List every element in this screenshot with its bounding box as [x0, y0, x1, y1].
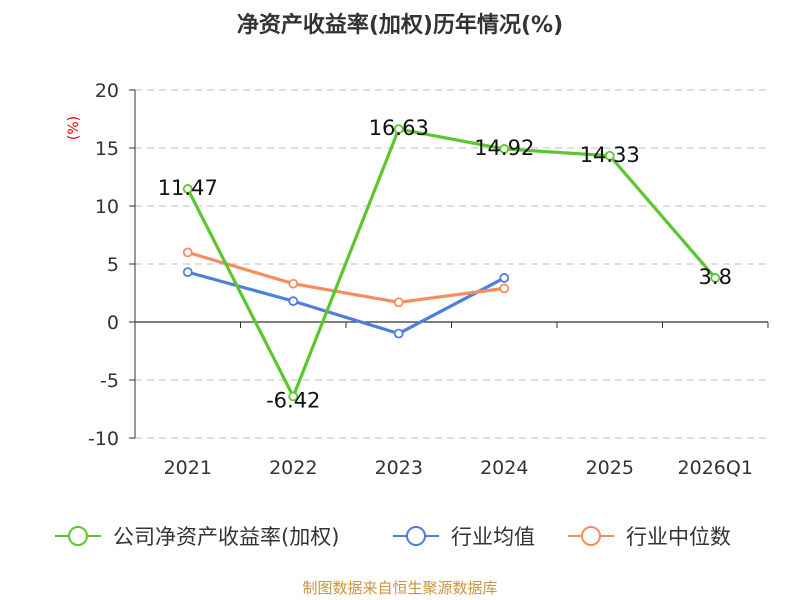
data-point — [393, 328, 404, 339]
x-tick-label: 2024 — [480, 457, 528, 479]
data-point — [288, 391, 299, 402]
data-point — [288, 278, 299, 289]
y-tick-label: 10 — [95, 196, 119, 218]
series-line — [187, 270, 505, 336]
data-label: 11.47 — [158, 176, 218, 200]
x-tick-label: 2025 — [586, 457, 634, 479]
data-point — [604, 150, 615, 161]
data-labels: 11.47 -6.42 16.63 14.92 14.33 3.8 — [158, 116, 732, 412]
data-label: 16.63 — [369, 116, 429, 140]
legend-marker — [68, 526, 88, 546]
data-point — [393, 297, 404, 308]
series-line — [186, 127, 717, 399]
y-tick-label: 5 — [107, 254, 119, 276]
data-point — [182, 247, 193, 258]
series-layer — [182, 124, 721, 402]
legend-marker — [406, 526, 426, 546]
data-point — [182, 184, 193, 194]
data-point — [182, 267, 193, 278]
x-tick-label: 2021 — [164, 457, 212, 479]
data-point — [710, 273, 721, 283]
x-tick-label: 2026Q1 — [678, 457, 753, 479]
y-tick-label: -5 — [100, 370, 119, 392]
chart-title: 净资产收益率(加权)历年情况(%) — [237, 12, 563, 38]
y-axis-unit: (%) — [66, 116, 82, 140]
y-tick-label: -10 — [88, 428, 119, 450]
grid-lines — [135, 89, 768, 439]
data-label: 3.8 — [699, 265, 732, 289]
data-label: 14.33 — [580, 143, 640, 167]
data-point — [499, 273, 510, 283]
data-point — [499, 283, 510, 294]
y-tick-label: 20 — [95, 80, 119, 102]
y-tick-label: 0 — [107, 312, 119, 334]
legend-marker — [581, 526, 601, 546]
legend-label: 公司净资产收益率(加权) — [113, 525, 339, 549]
axes: 20 15 10 5 0 -5 -10 2021 2022 2023 2024 2025 2026Q1 — [88, 80, 769, 479]
data-point — [288, 296, 299, 307]
data-label: -6.42 — [266, 388, 320, 412]
x-tick-label: 2022 — [269, 457, 317, 479]
legend-label: 行业中位数 — [626, 525, 731, 549]
legend: 公司净资产收益率(加权) 行业均值 行业中位数 — [55, 525, 731, 549]
data-point — [393, 124, 404, 134]
series-line — [187, 250, 505, 304]
source-note: 制图数据来自恒生聚源数据库 — [302, 579, 497, 597]
legend-label: 行业均值 — [451, 525, 535, 549]
data-label: 14.92 — [474, 136, 534, 160]
x-tick-label: 2023 — [375, 457, 423, 479]
y-tick-label: 15 — [95, 138, 119, 160]
data-point — [499, 144, 510, 154]
